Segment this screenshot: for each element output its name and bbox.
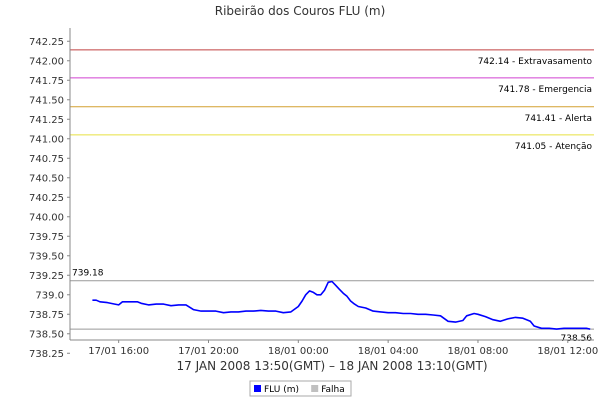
- marker-label: 738.56: [561, 334, 593, 344]
- y-tick-label: 740.25: [29, 193, 64, 204]
- y-axis-ticks: 738.25 738.50 738.75 739.0 739.25 739.50 739.7…: [29, 37, 70, 360]
- y-tick-label: 740.75: [29, 154, 64, 165]
- reference-line-label: 741.05 - Atenção: [515, 142, 593, 152]
- y-tick-label: 739.25: [29, 271, 64, 282]
- y-tick-label: 742.00: [29, 56, 64, 67]
- legend-label: FLU (m): [264, 385, 299, 395]
- y-tick-label: 739.75: [29, 232, 64, 243]
- x-tick-label: 17/01 16:00: [88, 346, 149, 357]
- y-tick-label: 742.25: [29, 37, 64, 48]
- y-tick-label: 738.25: [29, 349, 64, 360]
- marker-label: 739.18: [72, 269, 104, 279]
- chart-title: Ribeirão dos Couros FLU (m): [215, 4, 386, 18]
- reference-lines: 742.14 - Extravasamento 741.78 - Emergenc…: [70, 49, 594, 152]
- x-axis-ticks: 17/01 16:00 17/01 20:00 18/01 00:00 18/01 0…: [88, 340, 598, 357]
- y-tick-label: 738.50: [29, 329, 64, 340]
- data-series: [92, 280, 591, 330]
- legend-box: [249, 380, 352, 397]
- legend-label: Falha: [321, 385, 345, 395]
- x-tick-label: 18/01 04:00: [358, 346, 419, 357]
- y-tick-label: 740.00: [29, 212, 64, 223]
- y-tick-label: 741.00: [29, 134, 64, 145]
- y-tick-label: 741.50: [29, 95, 64, 106]
- x-axis-title: 17 JAN 2008 13:50(GMT) – 18 JAN 2008 13:…: [176, 359, 487, 373]
- y-tick-label: 740.50: [29, 173, 64, 184]
- x-tick-label: 18/01 08:00: [448, 346, 509, 357]
- y-tick-label: 739.0: [35, 290, 64, 301]
- series-line: [92, 280, 591, 330]
- legend-swatch: [254, 385, 261, 392]
- marker-lines: 739.18 738.56: [70, 269, 594, 344]
- x-tick-label: 17/01 20:00: [178, 346, 239, 357]
- y-tick-label: 741.25: [29, 115, 64, 126]
- y-tick-label: 741.75: [29, 76, 64, 87]
- legend-swatch: [311, 385, 319, 392]
- reference-line-label: 741.78 - Emergencia: [498, 85, 592, 95]
- reference-line-label: 742.14 - Extravasamento: [478, 57, 593, 67]
- reference-line-label: 741.41 - Alerta: [525, 114, 592, 124]
- x-tick-label: 18/01 12:00: [537, 346, 598, 357]
- legend: FLU (m) Falha: [249, 380, 352, 397]
- x-tick-label: 18/01 00:00: [268, 346, 329, 357]
- y-tick-label: 738.75: [29, 310, 64, 321]
- y-tick-label: 739.50: [29, 251, 64, 262]
